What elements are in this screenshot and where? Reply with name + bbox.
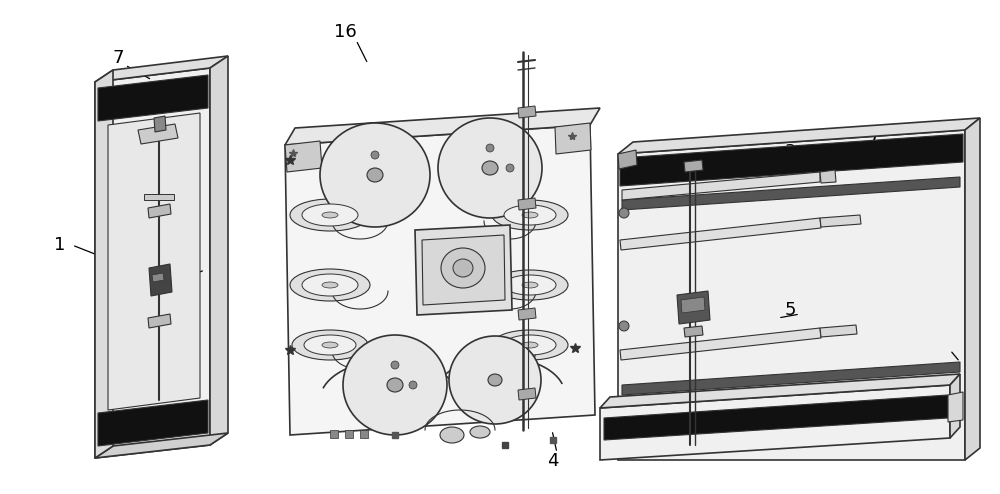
Polygon shape bbox=[618, 118, 980, 154]
Polygon shape bbox=[98, 400, 208, 446]
Ellipse shape bbox=[619, 208, 629, 218]
Polygon shape bbox=[518, 308, 536, 320]
Ellipse shape bbox=[322, 212, 338, 218]
Ellipse shape bbox=[290, 199, 370, 231]
Polygon shape bbox=[518, 388, 536, 400]
Polygon shape bbox=[518, 198, 536, 210]
Polygon shape bbox=[138, 124, 178, 144]
Polygon shape bbox=[518, 106, 536, 118]
Polygon shape bbox=[600, 374, 960, 408]
Ellipse shape bbox=[292, 330, 368, 360]
Polygon shape bbox=[620, 134, 963, 186]
Polygon shape bbox=[622, 172, 820, 200]
Polygon shape bbox=[95, 433, 228, 458]
Polygon shape bbox=[820, 325, 857, 337]
Polygon shape bbox=[820, 170, 836, 183]
Ellipse shape bbox=[322, 342, 338, 348]
Polygon shape bbox=[154, 116, 166, 132]
Ellipse shape bbox=[367, 168, 383, 182]
Polygon shape bbox=[820, 215, 861, 227]
Text: 2: 2 bbox=[962, 359, 974, 377]
Ellipse shape bbox=[409, 381, 417, 389]
Polygon shape bbox=[95, 56, 228, 82]
Ellipse shape bbox=[290, 269, 370, 301]
Polygon shape bbox=[555, 123, 591, 154]
Ellipse shape bbox=[302, 274, 358, 296]
Bar bbox=[360, 430, 368, 438]
Polygon shape bbox=[681, 297, 705, 313]
Polygon shape bbox=[95, 68, 210, 458]
Polygon shape bbox=[152, 273, 164, 282]
Text: 6: 6 bbox=[169, 271, 181, 289]
Polygon shape bbox=[684, 160, 703, 172]
Ellipse shape bbox=[504, 205, 556, 225]
Ellipse shape bbox=[506, 164, 514, 172]
Bar bbox=[345, 430, 353, 438]
FancyBboxPatch shape bbox=[144, 194, 174, 200]
Polygon shape bbox=[618, 130, 965, 460]
Ellipse shape bbox=[522, 212, 538, 218]
Text: 16: 16 bbox=[334, 23, 356, 41]
Ellipse shape bbox=[438, 118, 542, 218]
Polygon shape bbox=[95, 70, 113, 458]
Ellipse shape bbox=[304, 335, 356, 355]
Polygon shape bbox=[285, 141, 322, 172]
Polygon shape bbox=[620, 328, 821, 360]
Polygon shape bbox=[950, 374, 960, 438]
Ellipse shape bbox=[440, 427, 464, 443]
Polygon shape bbox=[684, 326, 703, 337]
Polygon shape bbox=[604, 395, 948, 440]
Polygon shape bbox=[600, 385, 950, 460]
Text: 4: 4 bbox=[547, 452, 559, 470]
Ellipse shape bbox=[302, 204, 358, 226]
Polygon shape bbox=[422, 235, 505, 305]
Polygon shape bbox=[415, 225, 512, 315]
Bar bbox=[330, 430, 338, 438]
Text: 3: 3 bbox=[784, 143, 796, 161]
Text: 7: 7 bbox=[112, 49, 124, 67]
Ellipse shape bbox=[322, 282, 338, 288]
Polygon shape bbox=[285, 125, 595, 435]
Polygon shape bbox=[148, 204, 171, 218]
Polygon shape bbox=[148, 314, 171, 328]
Polygon shape bbox=[210, 56, 228, 445]
Ellipse shape bbox=[343, 335, 447, 435]
Ellipse shape bbox=[486, 144, 494, 152]
Text: 7: 7 bbox=[866, 133, 878, 151]
Polygon shape bbox=[98, 75, 208, 121]
Ellipse shape bbox=[504, 275, 556, 295]
Text: 1: 1 bbox=[54, 236, 66, 254]
Polygon shape bbox=[622, 362, 960, 395]
Ellipse shape bbox=[504, 335, 556, 355]
Ellipse shape bbox=[492, 330, 568, 360]
Ellipse shape bbox=[488, 374, 502, 386]
Ellipse shape bbox=[619, 321, 629, 331]
Ellipse shape bbox=[391, 361, 399, 369]
Ellipse shape bbox=[371, 151, 379, 159]
Polygon shape bbox=[948, 392, 963, 422]
Ellipse shape bbox=[441, 248, 485, 288]
Ellipse shape bbox=[492, 200, 568, 230]
Text: 5: 5 bbox=[784, 301, 796, 319]
Ellipse shape bbox=[387, 378, 403, 392]
Ellipse shape bbox=[492, 270, 568, 300]
Ellipse shape bbox=[453, 259, 473, 277]
Polygon shape bbox=[149, 264, 172, 296]
Polygon shape bbox=[618, 150, 637, 169]
Polygon shape bbox=[677, 291, 710, 324]
Ellipse shape bbox=[522, 342, 538, 348]
Polygon shape bbox=[108, 113, 200, 410]
Polygon shape bbox=[965, 118, 980, 460]
Ellipse shape bbox=[320, 123, 430, 227]
Ellipse shape bbox=[522, 282, 538, 288]
Polygon shape bbox=[285, 108, 600, 145]
Ellipse shape bbox=[449, 336, 541, 424]
Polygon shape bbox=[622, 177, 960, 210]
Polygon shape bbox=[620, 218, 821, 250]
Ellipse shape bbox=[482, 161, 498, 175]
Ellipse shape bbox=[470, 426, 490, 438]
